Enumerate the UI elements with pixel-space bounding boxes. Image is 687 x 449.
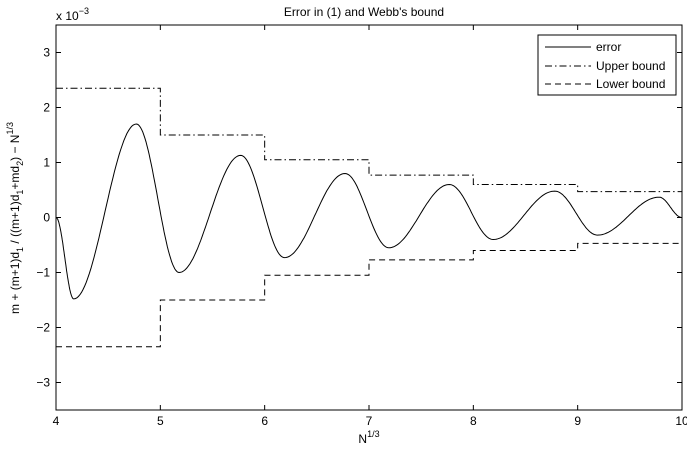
legend-box (537, 34, 677, 96)
y-axis-label-b: / ((m+1)d (8, 195, 22, 247)
axis-ticks: 4 5 6 7 8 9 10 −3 −2 −1 0 1 2 3 (36, 25, 687, 428)
legend-label-lower-bound: Lower bound (596, 77, 665, 91)
x-tick-label-8: 8 (470, 414, 477, 428)
chart-title: Error in (1) and Webb's bound (284, 5, 444, 19)
y-tick-label-1: −2 (36, 321, 50, 335)
x-axis-label-base: N (358, 432, 367, 446)
legend-label-error: error (596, 40, 621, 54)
y-axis-label-c: +md (8, 166, 22, 190)
x-axis-label-sup: 1/3 (367, 429, 380, 439)
x-tick-label-10: 10 (675, 414, 687, 428)
series-upper-bound (56, 87, 682, 193)
x-axis-label: N1/3 (358, 429, 379, 446)
y-tick-label-2: −1 (36, 266, 50, 280)
x-tick-label-6: 6 (261, 414, 268, 428)
y-axis-label-b-sub: 1 (15, 190, 25, 195)
y-tick-label-6: 3 (43, 46, 50, 60)
y-tick-label-5: 2 (43, 101, 50, 115)
series-layer (55, 87, 682, 348)
y-axis-label-d-sup: 1/3 (5, 122, 15, 135)
x-tick-label-4: 4 (53, 414, 60, 428)
x-tick-label-9: 9 (574, 414, 581, 428)
y-tick-label-4: 1 (43, 156, 50, 170)
x-tick-label-5: 5 (157, 414, 164, 428)
y-exponent-label: x 10−3 (56, 6, 89, 23)
y-tick-label-0: −3 (36, 376, 50, 390)
legend: error Upper bound Lower bound (537, 34, 677, 96)
y-axis-label-c-sub: 2 (15, 161, 25, 166)
x-tick-label-7: 7 (366, 414, 373, 428)
y-tick-label-3: 0 (43, 211, 50, 225)
y-axis-label: m + (m+1)d1 / ((m+1)d1+md2) − N1/3 (5, 122, 25, 314)
y-axis-label-a: m + (m+1)d (8, 252, 22, 314)
y-axis-label-d: ) − N (8, 135, 22, 161)
series-lower-bound (56, 242, 682, 348)
legend-label-upper-bound: Upper bound (596, 59, 665, 73)
series-error (55, 123, 682, 300)
y-exponent-power: −3 (79, 6, 89, 16)
y-axis-label-a-sub: 1 (15, 247, 25, 252)
y-exponent-base: x 10 (56, 9, 79, 23)
